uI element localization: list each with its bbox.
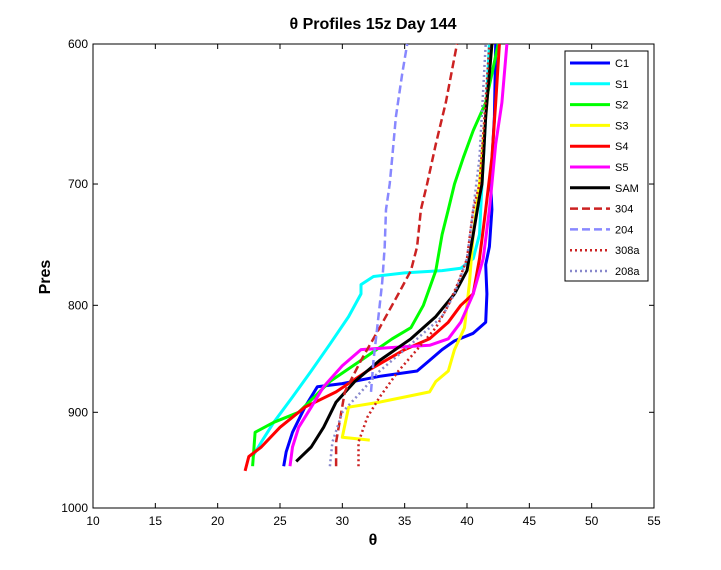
x-tick-label: 25	[273, 514, 287, 528]
x-tick-label: 20	[211, 514, 225, 528]
y-tick-label: 800	[68, 298, 88, 312]
legend-label-308a: 308a	[615, 245, 640, 257]
x-tick-label: 35	[398, 514, 412, 528]
series-line-304	[334, 43, 459, 467]
series-line-308a	[357, 43, 491, 467]
legend-label-304: 304	[615, 204, 633, 216]
y-tick-label: 600	[68, 37, 88, 51]
legend-label-s3: S3	[615, 120, 628, 132]
y-tick-label: 1000	[61, 501, 88, 515]
legend: C1 S1 S2 S3 S4 S5 SAM 304 204 308a 208a	[564, 50, 649, 282]
x-tick-label: 55	[647, 514, 661, 528]
series-line-208a	[328, 43, 487, 467]
legend-label-204: 204	[615, 224, 633, 236]
series-line-s1	[251, 43, 491, 458]
series-group	[243, 43, 509, 472]
series-line-s4	[243, 43, 501, 472]
legend-label-s5: S5	[615, 162, 628, 174]
x-axis-label: θ	[369, 532, 378, 549]
series-line-sam	[295, 43, 494, 463]
x-tick-label: 50	[585, 514, 599, 528]
legend-label-208a: 208a	[615, 266, 640, 278]
legend-label-s4: S4	[615, 141, 628, 153]
y-tick-label: 700	[68, 177, 88, 191]
chart-title: θ Profiles 15z Day 144	[290, 16, 457, 33]
x-tick-label: 40	[460, 514, 474, 528]
series-line-s5	[288, 43, 509, 467]
y-axis-label: Pres	[37, 260, 54, 295]
x-tick-label: 10	[86, 514, 100, 528]
x-tick-label: 45	[523, 514, 537, 528]
axis-ticks: 10 15 20 25 30 35 40 45 50 55 600 700 800 900 1000	[61, 37, 661, 528]
legend-label-sam: SAM	[615, 183, 639, 195]
legend-label-c1: C1	[615, 58, 629, 70]
legend-label-s2: S2	[615, 100, 628, 112]
x-tick-label: 30	[336, 514, 350, 528]
series-line-204	[369, 43, 409, 392]
legend-label-s1: S1	[615, 79, 628, 91]
y-tick-label: 900	[68, 405, 88, 419]
x-tick-label: 15	[149, 514, 163, 528]
